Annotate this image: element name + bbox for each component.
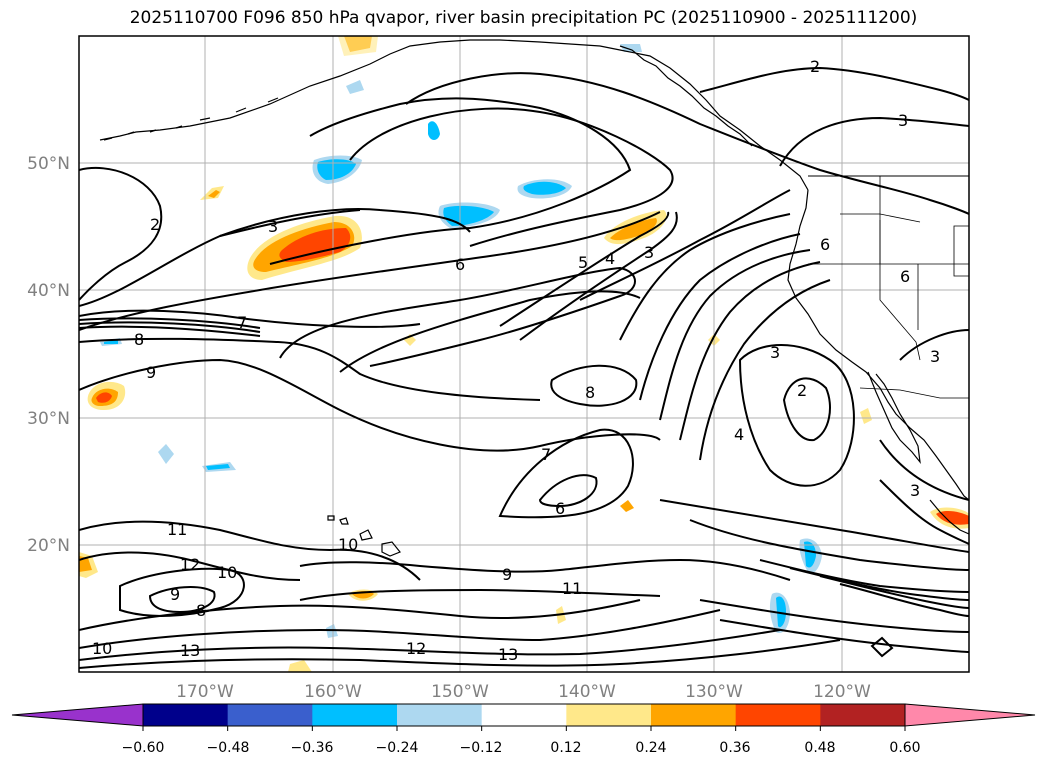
contour-lines xyxy=(79,66,969,669)
colorbar: −0.60 −0.48 −0.36 −0.24 −0.12 0.12 0.24 … xyxy=(11,703,1036,756)
contour-label: 2 xyxy=(797,381,807,400)
contour-label: 13 xyxy=(180,641,200,660)
contour-label: 3 xyxy=(930,347,940,366)
colorbar-tick-label: 0.48 xyxy=(804,740,835,756)
lon-label: 160°W xyxy=(304,682,362,702)
contour-label: 3 xyxy=(268,217,278,236)
contour-label: 9 xyxy=(170,585,180,604)
colorbar-segments xyxy=(11,703,1036,727)
colorbar-segment xyxy=(397,704,483,726)
contour-label: 2 xyxy=(150,215,160,234)
contour-label: 6 xyxy=(820,235,830,254)
colorbar-tick-label: −0.48 xyxy=(207,740,250,756)
lat-label: 50°N xyxy=(27,154,70,174)
map-title: 2025110700 F096 850 hPa qvapor, river ba… xyxy=(129,8,918,28)
colorbar-segment xyxy=(566,704,652,726)
contour-label: 10 xyxy=(338,535,358,554)
lat-label: 40°N xyxy=(27,281,70,301)
contour-label: 2 xyxy=(810,57,820,76)
contour-label: 8 xyxy=(196,601,206,620)
colorbar-tick-label: 0.36 xyxy=(719,740,750,756)
colorbar-ticks xyxy=(142,726,906,731)
lon-label: 170°W xyxy=(176,682,234,702)
latitude-labels: 50°N 40°N 30°N 20°N xyxy=(27,154,70,556)
colorbar-extend-low xyxy=(11,703,144,727)
colorbar-segment xyxy=(312,704,398,726)
map-background xyxy=(79,36,969,672)
coastlines xyxy=(99,39,969,557)
contour-label: 12 xyxy=(180,555,200,574)
contour-label: 10 xyxy=(217,563,237,582)
contour-label: 11 xyxy=(167,520,187,539)
contour-label: 3 xyxy=(898,111,908,130)
contour-label: 5 xyxy=(578,253,588,272)
lon-label: 120°W xyxy=(813,682,871,702)
colorbar-tick-label: −0.60 xyxy=(122,740,165,756)
contour-label: 7 xyxy=(541,445,551,464)
contour-label: 3 xyxy=(644,243,654,262)
colorbar-tick-label: −0.12 xyxy=(460,740,503,756)
contour-label: 3 xyxy=(770,343,780,362)
contour-label: 8 xyxy=(585,383,595,402)
colorbar-segment xyxy=(227,704,313,726)
colorbar-tick-label: 0.12 xyxy=(550,740,581,756)
contour-label: 3 xyxy=(910,481,920,500)
contour-label: 4 xyxy=(605,249,615,268)
contour-label: 10 xyxy=(92,639,112,658)
contour-label: 6 xyxy=(900,267,910,286)
contour-label: 12 xyxy=(406,639,426,658)
colorbar-segment xyxy=(651,704,737,726)
lon-label: 140°W xyxy=(558,682,616,702)
colorbar-tick-label: 0.24 xyxy=(635,740,666,756)
lat-label: 20°N xyxy=(27,536,70,556)
colorbar-labels: −0.60 −0.48 −0.36 −0.24 −0.12 0.12 0.24 … xyxy=(122,740,921,756)
gridlines xyxy=(79,36,969,672)
contour-labels: 2 3 2 3 6 5 4 3 6 6 7 8 9 8 7 6 3 2 4 3 … xyxy=(92,57,940,664)
contour-label: 6 xyxy=(455,255,465,274)
longitude-labels: 170°W 160°W 150°W 140°W 130°W 120°W xyxy=(176,682,871,702)
contour-label: 9 xyxy=(502,565,512,584)
colorbar-segment xyxy=(481,704,567,726)
contour-label: 7 xyxy=(237,313,247,332)
contour-label: 6 xyxy=(555,499,565,518)
colorbar-tick-label: 0.60 xyxy=(889,740,920,756)
colorbar-tick-label: −0.36 xyxy=(291,740,334,756)
contour-label: 13 xyxy=(498,645,518,664)
contour-label: 11 xyxy=(562,579,582,598)
contour-label: 8 xyxy=(134,330,144,349)
lat-label: 30°N xyxy=(27,409,70,429)
colorbar-outline xyxy=(142,703,906,727)
colorbar-segment xyxy=(820,704,906,726)
lon-label: 150°W xyxy=(431,682,489,702)
colorbar-segment xyxy=(143,704,229,726)
contour-label: 4 xyxy=(734,425,744,444)
contour-label: 9 xyxy=(146,363,156,382)
colorbar-tick-label: −0.24 xyxy=(376,740,419,756)
colorbar-extend-high xyxy=(904,703,1036,727)
map-border xyxy=(78,35,970,673)
colorbar-segment xyxy=(735,704,821,726)
lon-label: 130°W xyxy=(685,682,743,702)
